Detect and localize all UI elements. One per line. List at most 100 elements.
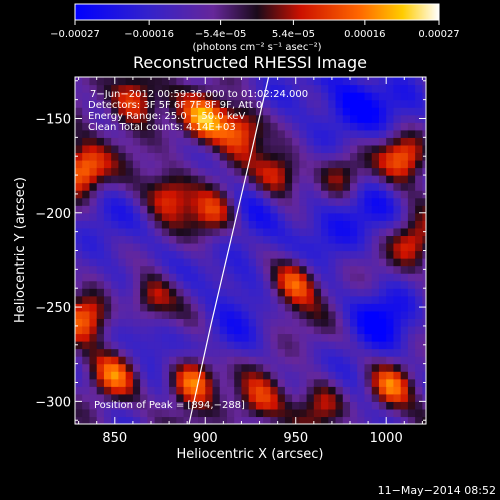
heatmap-cell xyxy=(415,227,423,237)
heatmap-cell xyxy=(400,341,409,350)
heatmap-cell xyxy=(415,325,423,335)
heatmap-cell xyxy=(82,114,91,123)
heatmap-cell xyxy=(212,107,221,116)
heatmap-cell xyxy=(263,152,271,161)
heatmap-cell xyxy=(313,356,322,365)
heatmap-cell xyxy=(198,175,206,184)
heatmap-cell xyxy=(255,220,264,229)
heatmap-cell xyxy=(378,280,387,289)
heatmap-cell xyxy=(364,386,373,395)
heatmap-cell xyxy=(371,107,380,116)
heatmap-cell xyxy=(321,318,329,327)
heatmap-cell xyxy=(321,325,329,335)
heatmap-cell xyxy=(255,152,264,161)
heatmap-cell xyxy=(357,144,366,154)
generated-timestamp: 11−May−2014 08:52 xyxy=(378,484,496,497)
heatmap-cell xyxy=(313,258,322,267)
heatmap-cell xyxy=(378,288,387,297)
heatmap-cell xyxy=(161,99,170,108)
heatmap-cell xyxy=(96,341,105,350)
heatmap-cell xyxy=(234,235,243,244)
heatmap-cell xyxy=(335,416,344,424)
heatmap-cell xyxy=(176,288,185,297)
heatmap-cell xyxy=(154,235,163,244)
heatmap-cell xyxy=(125,77,134,86)
heatmap-cell xyxy=(357,175,366,184)
heatmap-cell xyxy=(205,250,214,259)
heatmap-cell xyxy=(219,280,228,289)
heatmap-cell xyxy=(321,273,329,282)
heatmap-cell xyxy=(183,325,192,335)
heatmap-cell xyxy=(386,408,395,418)
heatmap-cell xyxy=(241,235,250,244)
heatmap-cell xyxy=(335,182,344,191)
heatmap-cell xyxy=(226,227,235,237)
heatmap-cell xyxy=(82,288,91,297)
heatmap-cell xyxy=(364,333,373,342)
heatmap-cell xyxy=(313,114,322,123)
heatmap-cell xyxy=(219,288,228,297)
heatmap-cell xyxy=(241,107,250,116)
heatmap-cell xyxy=(234,265,243,274)
heatmap-cell xyxy=(342,212,351,221)
heatmap-cell xyxy=(270,159,279,169)
heatmap-cell xyxy=(263,144,271,154)
heatmap-cell xyxy=(248,295,257,304)
heatmap-cell xyxy=(342,107,351,116)
heatmap-cell xyxy=(350,408,358,418)
heatmap-cell xyxy=(169,227,177,237)
heatmap-cell xyxy=(321,416,329,424)
heatmap-cell xyxy=(248,190,257,199)
heatmap-cell xyxy=(386,129,395,138)
heatmap-cell xyxy=(407,303,416,312)
heatmap-cell xyxy=(335,371,344,380)
heatmap-cell xyxy=(313,378,322,387)
heatmap-cell xyxy=(328,408,337,418)
heatmap-cell xyxy=(241,167,250,176)
heatmap-cell xyxy=(364,129,373,138)
heatmap-cell xyxy=(96,280,105,289)
heatmap-cell xyxy=(118,408,127,418)
heatmap-cell xyxy=(82,325,91,335)
heatmap-cell xyxy=(176,84,185,93)
heatmap-cell xyxy=(169,318,177,327)
heatmap-cell xyxy=(212,325,221,335)
heatmap-cell xyxy=(284,288,293,297)
heatmap-cell xyxy=(321,137,329,146)
heatmap-cell xyxy=(350,235,358,244)
heatmap-cell xyxy=(350,137,358,146)
heatmap-cell xyxy=(313,84,322,93)
heatmap-cell xyxy=(321,144,329,154)
heatmap-cell xyxy=(154,114,163,123)
heatmap-cell xyxy=(357,280,366,289)
heatmap-cell xyxy=(415,258,423,267)
heatmap-cell xyxy=(277,280,286,289)
heatmap-cell xyxy=(335,386,344,395)
heatmap-cell xyxy=(212,310,221,319)
heatmap-cell xyxy=(299,220,308,229)
heatmap-cell xyxy=(154,303,163,312)
heatmap-cell xyxy=(132,386,141,395)
heatmap-cell xyxy=(75,235,83,244)
heatmap-cell xyxy=(270,348,279,357)
heatmap-cell xyxy=(306,348,315,357)
heatmap-cell xyxy=(140,144,148,154)
heatmap-cell xyxy=(234,137,243,146)
heatmap-cell xyxy=(393,144,402,154)
heatmap-cell xyxy=(226,333,235,342)
heatmap-cell xyxy=(89,92,98,101)
heatmap-cell xyxy=(400,318,409,327)
heatmap-cell xyxy=(103,144,112,154)
heatmap-cell xyxy=(147,280,156,289)
heatmap-cell xyxy=(154,122,163,131)
heatmap-cell xyxy=(371,356,380,365)
heatmap-cell xyxy=(400,205,409,214)
heatmap-cell xyxy=(198,107,206,116)
heatmap-cell xyxy=(277,273,286,282)
heatmap-cell xyxy=(183,84,192,93)
heatmap-cell xyxy=(350,273,358,282)
heatmap-cell xyxy=(328,205,337,214)
heatmap-cell xyxy=(284,273,293,282)
heatmap-cell xyxy=(248,84,257,93)
heatmap-cell xyxy=(306,325,315,335)
